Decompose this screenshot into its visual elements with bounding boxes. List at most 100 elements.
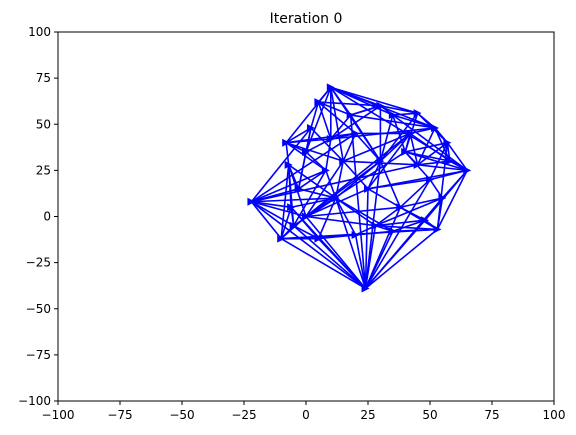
edge-line [305, 188, 369, 218]
point-marker [406, 129, 415, 138]
y-tick-label: 50 [36, 117, 51, 131]
point-marker [247, 197, 256, 206]
edge-line [355, 132, 381, 162]
y-tick-label: −75 [26, 348, 51, 362]
edge-line [434, 127, 451, 162]
point-marker [396, 203, 405, 212]
edge-line [404, 133, 411, 153]
point-marker [371, 221, 380, 230]
point-marker [445, 157, 454, 166]
point-marker [287, 203, 296, 212]
chart-title: Iteration 0 [270, 11, 343, 27]
edge-line [290, 207, 295, 226]
edge-line [409, 132, 451, 162]
edge-line [285, 86, 332, 144]
edge-line [325, 138, 332, 171]
edge-line [405, 151, 451, 162]
edge-line [335, 160, 381, 199]
edge-line [379, 132, 411, 162]
edge-line [250, 201, 282, 240]
edge-line [400, 197, 443, 209]
edge-line [298, 188, 336, 199]
edge-line [293, 197, 337, 227]
point-marker [302, 212, 310, 221]
edge-line [305, 127, 312, 153]
edge-line [379, 114, 394, 162]
edge-line [305, 132, 411, 218]
edge-line [335, 197, 376, 227]
edge-line [250, 201, 367, 290]
edge-line [330, 86, 352, 116]
edge-line [446, 142, 468, 171]
edge-line [349, 114, 367, 289]
edge-line [399, 179, 431, 208]
edge-layer [250, 86, 468, 290]
edge-line [424, 197, 444, 221]
point-marker [361, 284, 370, 293]
point-marker [388, 111, 397, 120]
edge-line [305, 138, 332, 153]
point-marker [376, 157, 385, 166]
edge-line [367, 132, 411, 190]
edge-line [392, 114, 468, 172]
point-marker [426, 175, 434, 184]
y-tick-label: −100 [18, 394, 51, 408]
edge-line [285, 142, 327, 172]
x-tick-label: 100 [543, 408, 566, 422]
edge-line [355, 230, 393, 236]
edge-line [325, 170, 337, 199]
point-marker [314, 234, 323, 243]
edge-line [318, 101, 381, 107]
edge-line [285, 141, 344, 162]
edge-line [310, 127, 344, 162]
y-tick-label: −50 [26, 302, 51, 316]
point-marker [339, 157, 348, 166]
edge-line [330, 127, 436, 140]
edge-line [251, 164, 418, 203]
edge-line [365, 228, 438, 290]
edge-line [364, 206, 401, 289]
y-axis: 100 75 50 25 0 −25 −50 −75 −100 [18, 25, 58, 408]
edge-line [350, 105, 381, 116]
edge-line [374, 206, 401, 227]
x-tick-label: −100 [42, 408, 75, 422]
edge-line [310, 101, 320, 129]
point-marker [413, 160, 422, 169]
edge-line [342, 160, 369, 190]
point-marker [351, 129, 360, 138]
edge-line [330, 86, 418, 114]
point-marker [326, 83, 335, 92]
edge-line [285, 142, 290, 165]
edge-line [392, 114, 436, 129]
edge-line [287, 164, 300, 190]
edge-line [330, 114, 352, 140]
x-tick-label: 25 [360, 408, 375, 422]
point-marker [306, 123, 315, 132]
edge-line [409, 133, 419, 166]
edge-line [364, 188, 369, 289]
point-marker [294, 184, 303, 193]
edge-line [293, 225, 367, 290]
edge-line [417, 164, 468, 172]
x-axis: −100 −75 −50 −25 0 25 50 75 100 [42, 401, 566, 422]
edge-line [399, 206, 426, 221]
point-marker [463, 166, 472, 175]
point-marker [413, 109, 422, 118]
point-marker [376, 101, 385, 110]
y-tick-label: 100 [28, 25, 51, 39]
edge-line [251, 197, 336, 203]
edge-line [290, 206, 320, 240]
edge-line [429, 179, 444, 199]
edge-line [342, 133, 357, 162]
y-tick-label: −25 [26, 256, 51, 270]
x-tick-label: −50 [169, 408, 194, 422]
point-marker [364, 184, 372, 193]
edge-line [288, 164, 337, 199]
edge-line [293, 225, 319, 240]
edge-line [305, 206, 401, 218]
point-marker [430, 123, 439, 132]
point-marker [421, 216, 430, 225]
point-marker [314, 98, 323, 107]
point-marker [284, 160, 293, 169]
